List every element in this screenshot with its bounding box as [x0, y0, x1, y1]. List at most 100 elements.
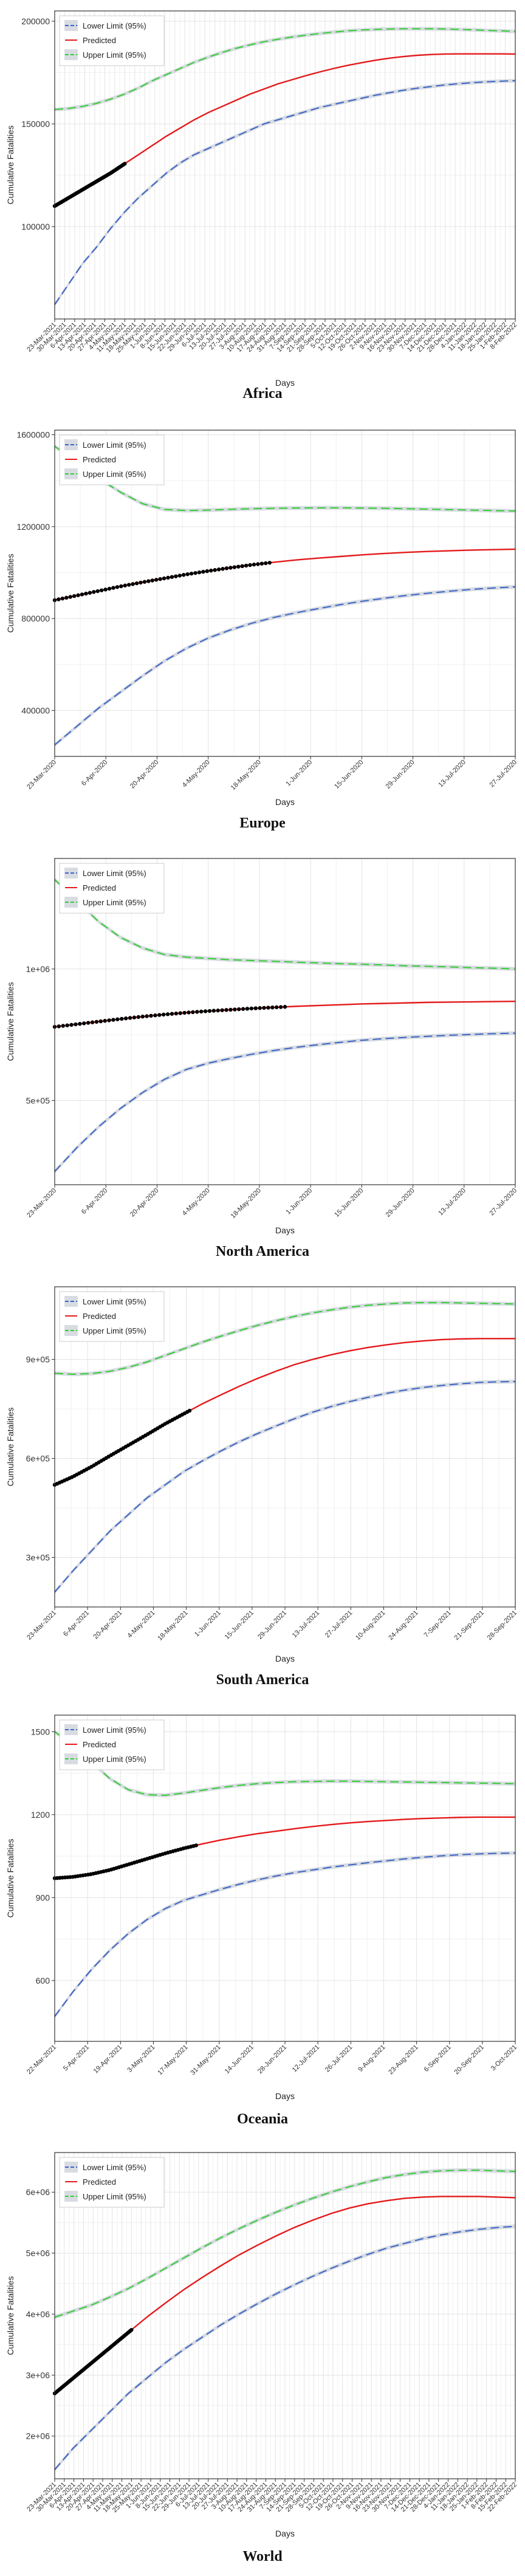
observed-point	[107, 586, 112, 591]
observed-point	[174, 574, 178, 578]
panel-caption-north-america: North America	[216, 1244, 309, 1259]
observed-point	[57, 597, 61, 601]
y-tick-label: 400000	[21, 705, 50, 715]
x-axis: 23-Mar-2020 6-Apr-2020 20-Apr-2020 4-May-20…	[26, 756, 518, 792]
observed-point	[57, 1024, 61, 1029]
observed-point	[111, 1018, 115, 1022]
series-group	[54, 27, 516, 307]
y-tick-label: 4e+06	[26, 2309, 50, 2319]
y-tick-label: 6e+06	[26, 2187, 50, 2197]
observed-point	[228, 566, 233, 570]
observed-point	[256, 562, 260, 566]
x-tick-label: 18-May-2021	[156, 1609, 189, 1642]
x-tick-label: 6-Apr-2020	[80, 759, 109, 787]
y-tick-label: 3e+05	[26, 1553, 50, 1563]
panel-caption-europe: Europe	[239, 815, 286, 831]
series-predicted-line	[54, 53, 516, 207]
x-tick-label: 24-Aug-2021	[387, 1609, 419, 1642]
x-tick-label: 27-Jul-2021	[324, 1609, 354, 1640]
x-tick-label: 14-Jun-2021	[224, 2044, 255, 2075]
y-tick-label: 150000	[21, 119, 50, 129]
observed-point	[132, 1015, 137, 1019]
observed-point	[60, 596, 65, 601]
legend-label-upper: Upper Limit (95%)	[83, 2192, 146, 2201]
observed-point	[233, 1007, 237, 1012]
x-tick-label: 15-Jun-2020	[333, 1187, 365, 1219]
x-axis-title: Days	[275, 2091, 295, 2101]
y-tick-label: 5e+05	[26, 1095, 50, 1105]
observed-point	[139, 580, 143, 585]
series-upper-line	[54, 1731, 516, 1796]
y-axis: 3e+05 6e+05 9e+05	[26, 1355, 55, 1563]
observed-point	[128, 1016, 132, 1020]
panel-north-america: 5e+05 1e+06 23-Mar-2020 6-Apr-2020 20-Apr-20…	[0, 848, 525, 1273]
observed-point	[258, 1006, 262, 1010]
chart-north-america: 5e+05 1e+06 23-Mar-2020 6-Apr-2020 20-Apr-20…	[5, 858, 518, 1259]
x-tick-label: 4-May-2020	[181, 759, 211, 789]
x-tick-label: 13-Jul-2021	[291, 1609, 321, 1640]
observed-points	[52, 2328, 134, 2396]
observed-point	[264, 561, 268, 566]
x-tick-label: 6-Sep-2021	[423, 2044, 453, 2074]
observed-point	[68, 595, 72, 599]
observed-point	[240, 564, 244, 569]
x-axis: 23-Mar-2021 6-Apr-2021 20-Apr-2021 4-May-20…	[26, 1607, 518, 1642]
legend-label-lower: Lower Limit (95%)	[83, 1297, 146, 1306]
y-tick-label: 1200	[31, 1810, 50, 1820]
y-tick-label: 1e+06	[26, 964, 50, 974]
observed-point	[76, 593, 80, 597]
observed-point	[174, 1011, 179, 1016]
chart-europe: 400000 800000 1200000 1600000 23-Mar-2020 6-A…	[5, 430, 518, 831]
legend: Lower Limit (95%) Predicted Upper Limit (9…	[59, 2157, 165, 2208]
series-upper-line	[54, 879, 516, 970]
observed-point	[253, 1006, 258, 1010]
observed-point	[123, 162, 127, 166]
x-tick-label: 3-May-2021	[126, 2044, 157, 2074]
observed-point	[61, 1024, 65, 1028]
y-axis-title: Cumulative Fatalities	[5, 1839, 15, 1918]
y-axis: 600 900 1200 1500	[31, 1727, 55, 1985]
panel-caption-africa: Africa	[242, 386, 282, 402]
observed-point	[123, 583, 127, 587]
y-axis: 5e+05 1e+06	[26, 964, 55, 1105]
observed-point	[189, 571, 194, 576]
observed-point	[170, 575, 174, 579]
x-axis-title: Days	[275, 1654, 295, 1663]
observed-point	[94, 1019, 99, 1024]
observed-point	[267, 561, 272, 565]
y-axis: 100000 150000 200000	[21, 16, 55, 231]
observed-point	[203, 1009, 208, 1013]
x-axis-title: Days	[275, 378, 295, 388]
x-tick-label: 18-May-2020	[230, 1187, 262, 1220]
x-axis-title: Days	[275, 1225, 295, 1235]
observed-point	[216, 567, 221, 572]
observed-point	[72, 594, 77, 598]
panel-world: 2e+06 3e+06 4e+06 5e+06 6e+06 23-Mar-2021 30-M…	[0, 2142, 525, 2576]
panel-south-america: 3e+05 6e+05 9e+05 23-Mar-2021 6-Apr-2021 20-A…	[0, 1276, 525, 1701]
x-tick-label: 31-May-2021	[190, 2044, 222, 2077]
series-lower-band	[55, 1379, 515, 1594]
series-upper-line	[54, 1302, 516, 1375]
observed-point	[161, 1012, 166, 1017]
observed-point	[78, 1022, 82, 1026]
observed-point	[216, 1009, 220, 1013]
observed-point	[120, 1016, 124, 1021]
observed-point	[232, 565, 237, 569]
observed-point	[99, 588, 104, 592]
legend-label-upper: Upper Limit (95%)	[83, 1326, 146, 1335]
series-lower-line	[54, 80, 516, 305]
observed-point	[74, 1022, 78, 1027]
x-axis-title: Days	[275, 797, 295, 807]
observed-point	[158, 577, 162, 581]
observed-point	[182, 573, 186, 577]
x-tick-label: 10-Aug-2021	[354, 1609, 386, 1642]
series-upper-line	[54, 445, 516, 512]
observed-point	[119, 584, 123, 589]
series-lower-line	[54, 1380, 516, 1593]
x-tick-label: 22-Mar-2021	[26, 2044, 58, 2076]
observed-point	[82, 1021, 86, 1026]
observed-point	[205, 569, 210, 574]
legend: Lower Limit (95%) Predicted Upper Limit (9…	[59, 863, 165, 914]
observed-points	[52, 1843, 199, 1880]
observed-point	[178, 1011, 182, 1015]
